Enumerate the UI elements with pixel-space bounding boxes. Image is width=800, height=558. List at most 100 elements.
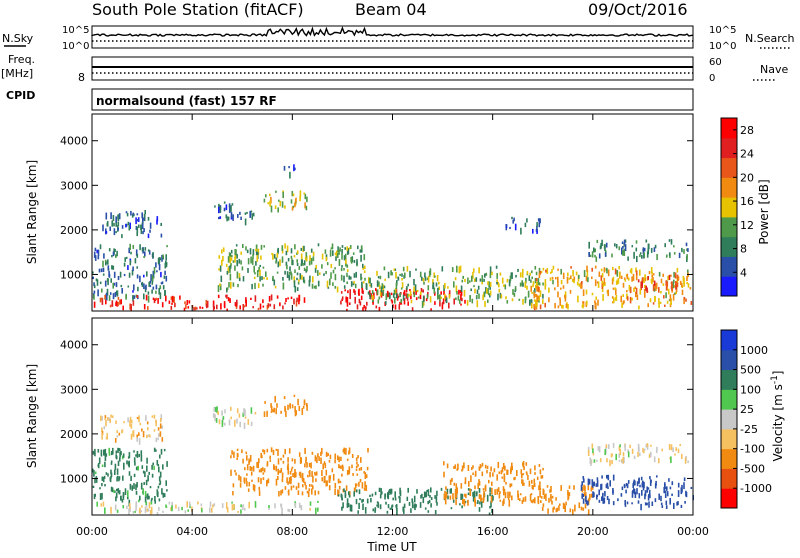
data-cell <box>362 281 365 284</box>
data-cell <box>537 286 540 292</box>
data-cell <box>344 247 346 250</box>
data-cell <box>457 463 459 470</box>
data-cell <box>467 277 469 284</box>
data-cell <box>97 249 100 256</box>
data-cell <box>275 448 278 451</box>
data-cell <box>110 278 112 283</box>
data-cell <box>646 251 649 258</box>
data-cell <box>489 290 492 296</box>
data-cell <box>379 290 382 297</box>
data-cell <box>308 279 311 287</box>
data-cell <box>687 248 689 252</box>
data-cell <box>601 286 604 292</box>
data-cell <box>643 450 645 454</box>
data-cell <box>541 507 544 511</box>
data-cell <box>466 300 469 306</box>
data-cell <box>453 482 456 486</box>
data-cell <box>472 271 474 279</box>
data-cell <box>550 486 552 493</box>
data-cell <box>415 504 417 508</box>
data-cell <box>583 478 585 483</box>
data-cell <box>433 272 435 278</box>
data-cell <box>531 479 533 484</box>
data-cell <box>557 276 559 282</box>
data-cell <box>230 216 233 220</box>
data-cell <box>302 484 304 488</box>
data-cell <box>410 300 413 304</box>
data-cell <box>143 214 146 222</box>
data-cell <box>250 210 253 213</box>
data-cell <box>321 447 323 455</box>
data-cell <box>626 296 629 301</box>
data-cell <box>226 216 228 222</box>
data-cell <box>355 465 358 469</box>
data-cell <box>459 299 461 304</box>
data-cell <box>238 277 241 282</box>
data-cell <box>531 302 533 309</box>
data-cell <box>397 295 400 299</box>
data-cell <box>535 284 537 289</box>
data-cell <box>343 285 346 289</box>
data-cell <box>531 291 533 294</box>
data-cell <box>658 298 660 304</box>
data-cell <box>294 167 296 171</box>
data-cell <box>326 280 329 288</box>
data-cell <box>242 244 244 248</box>
data-cell <box>380 293 383 298</box>
data-cell <box>93 294 95 300</box>
data-cell <box>591 267 593 272</box>
data-cell <box>270 196 272 204</box>
data-cell <box>362 503 364 510</box>
data-cell <box>114 490 116 493</box>
data-cell <box>284 243 286 249</box>
data-cell <box>163 493 166 498</box>
data-cell <box>528 480 531 487</box>
data-cell <box>151 497 153 500</box>
data-cell <box>235 249 237 256</box>
data-cell <box>488 281 490 288</box>
data-cell <box>627 256 629 261</box>
data-cell <box>230 455 232 459</box>
data-cell <box>141 223 144 229</box>
data-cell <box>454 277 457 281</box>
data-cell <box>142 231 144 235</box>
data-cell <box>470 475 472 483</box>
data-cell <box>125 223 127 228</box>
data-cell <box>445 486 447 490</box>
data-cell <box>127 221 130 226</box>
data-cell <box>101 464 104 467</box>
data-cell <box>594 300 596 304</box>
data-cell <box>474 499 476 507</box>
data-cell <box>171 505 173 512</box>
data-cell <box>275 408 277 415</box>
data-cell <box>142 488 144 495</box>
data-cell <box>226 270 229 275</box>
data-cell <box>309 275 311 283</box>
data-cell <box>250 407 253 414</box>
data-cell <box>147 216 150 221</box>
data-cell <box>298 472 301 476</box>
nave-tick-top: 60 <box>709 57 722 68</box>
data-cell <box>104 280 107 287</box>
data-cell <box>535 299 537 307</box>
data-cell <box>359 301 362 306</box>
data-cell <box>292 260 294 266</box>
y-tick-label: 3000 <box>60 383 88 396</box>
data-cell <box>242 412 244 417</box>
data-cell <box>455 297 457 300</box>
data-cell <box>290 296 293 299</box>
data-cell <box>162 464 164 470</box>
data-cell <box>159 292 162 300</box>
data-cell <box>389 507 392 510</box>
data-cell <box>112 251 115 257</box>
data-cell <box>595 256 598 262</box>
data-cell <box>140 482 143 490</box>
data-cell <box>233 504 235 510</box>
data-cell <box>422 289 424 293</box>
data-cell <box>413 291 416 298</box>
data-cell <box>149 510 152 515</box>
data-cell <box>438 286 440 290</box>
data-cell <box>379 504 382 510</box>
data-cell <box>162 510 164 513</box>
data-cell <box>453 466 455 469</box>
